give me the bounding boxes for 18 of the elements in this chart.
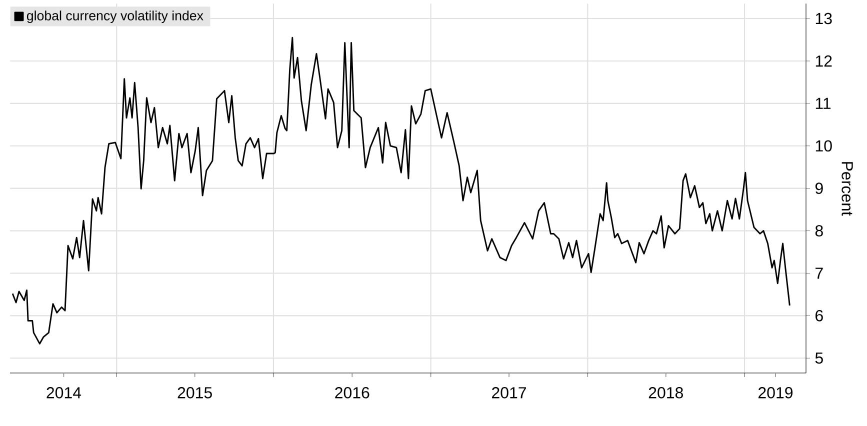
line-series: [12, 36, 790, 344]
y-tick-label: 9: [815, 182, 823, 194]
y-tick-label: 6: [816, 310, 823, 322]
x-tick-label: 2016: [335, 387, 370, 398]
x-tick-label: 2018: [648, 387, 683, 398]
x-tick-label: 2017: [492, 387, 526, 398]
y-tick-label: 12: [816, 55, 832, 67]
y-tick-label: 11: [816, 98, 831, 109]
x-tick-label: 2019: [758, 387, 793, 398]
y-tick-label: 5: [815, 352, 823, 364]
y-tick-label: 8: [815, 225, 823, 236]
x-tick-label: 2014: [46, 387, 82, 398]
legend-label: global currency volatility index: [26, 10, 204, 24]
y-tick-label: 10: [816, 140, 832, 152]
y-tick-label: 13: [816, 12, 832, 24]
x-tick-label: 2015: [178, 387, 212, 398]
y-tick-label: 7: [816, 268, 823, 279]
y-axis-title: Percent: [842, 162, 853, 216]
